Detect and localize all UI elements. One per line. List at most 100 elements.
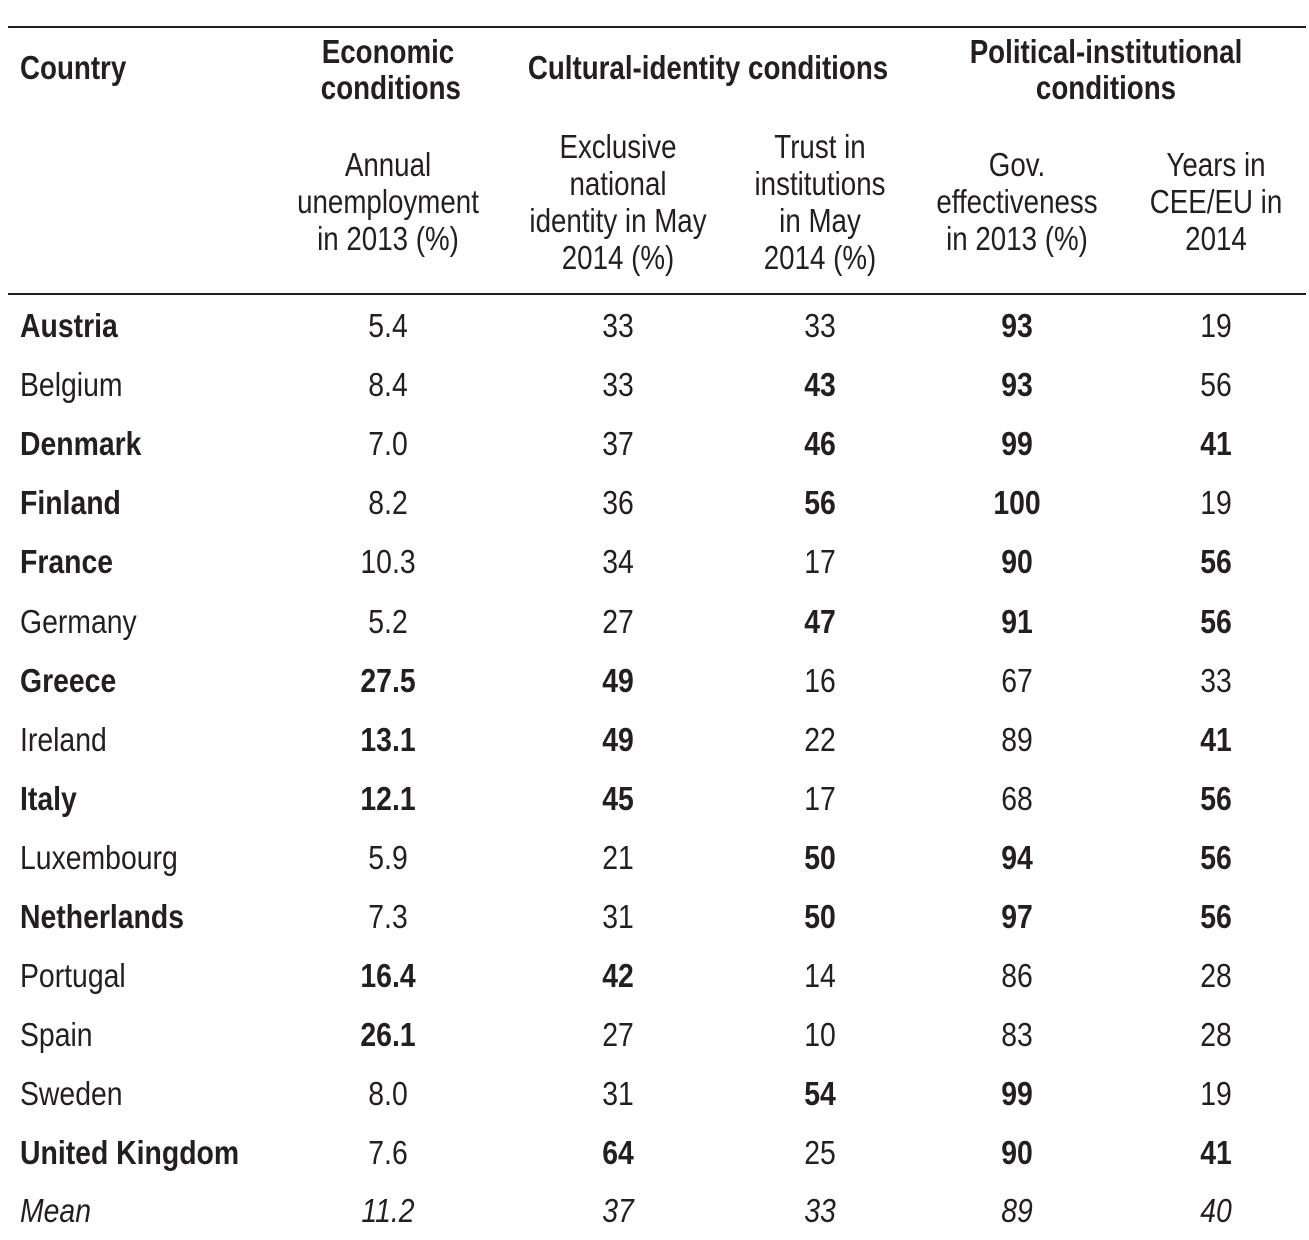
cell-years-eu: 56 bbox=[1200, 898, 1232, 935]
column-header-trust: Trust in institutions in May 2014 (%) bbox=[754, 128, 886, 276]
column-header-national-identity: Exclusive national identity in May 2014 (%) bbox=[529, 128, 707, 276]
cell-country: Ireland bbox=[20, 720, 107, 758]
cell-gov-effectiveness: 97 bbox=[1001, 898, 1033, 935]
column-header-country: Country bbox=[20, 49, 127, 86]
table-row: Italy 12.1 45 17 68 56 bbox=[8, 769, 1306, 828]
table-top-rule bbox=[8, 26, 1306, 28]
cell-country: Denmark bbox=[20, 425, 142, 463]
cell-unemployment: 27.5 bbox=[360, 661, 416, 699]
cell-country: Greece bbox=[20, 661, 117, 699]
cell-national-identity: 21 bbox=[602, 838, 634, 876]
cell-years-eu: 19 bbox=[1200, 1075, 1232, 1113]
cell-years-eu: 41 bbox=[1200, 1134, 1232, 1172]
group-header-political: Political-institutional conditions bbox=[969, 33, 1243, 106]
cell-trust: 47 bbox=[804, 602, 836, 640]
cell-trust: 33 bbox=[804, 307, 836, 344]
cell-trust: 22 bbox=[804, 720, 836, 758]
cell-unemployment: 8.2 bbox=[368, 484, 408, 522]
cell-national-identity: 45 bbox=[602, 779, 634, 817]
cell-trust: 56 bbox=[804, 484, 836, 522]
cell-years-eu: 56 bbox=[1200, 602, 1232, 640]
cell-country: Belgium bbox=[20, 366, 123, 404]
cell-trust: 16 bbox=[804, 661, 836, 699]
cell-trust: 10 bbox=[804, 1016, 836, 1054]
table-row: Ireland 13.1 49 22 89 41 bbox=[8, 710, 1306, 769]
cell-gov-effectiveness: 83 bbox=[1001, 1016, 1033, 1054]
cell-unemployment: 13.1 bbox=[360, 720, 416, 758]
table-row: Finland 8.2 36 56 100 19 bbox=[8, 473, 1306, 532]
cell-national-identity: 27 bbox=[602, 1016, 634, 1054]
cell-unemployment: 8.0 bbox=[368, 1075, 408, 1113]
cell-trust: 50 bbox=[804, 898, 836, 935]
cell-years-eu: 28 bbox=[1200, 1016, 1232, 1054]
cell-gov-effectiveness: 68 bbox=[1001, 779, 1033, 817]
cell-years-eu: 56 bbox=[1200, 838, 1232, 876]
cell-country: Luxembourg bbox=[20, 838, 178, 876]
cell-years-eu: 56 bbox=[1200, 543, 1232, 581]
cell-national-identity: 33 bbox=[602, 307, 634, 344]
cell-gov-effectiveness: 67 bbox=[1001, 661, 1033, 699]
cell-mean-national-identity: 37 bbox=[602, 1191, 634, 1229]
cell-gov-effectiveness: 90 bbox=[1001, 543, 1033, 581]
cell-unemployment: 7.3 bbox=[368, 898, 408, 935]
cell-country: Portugal bbox=[20, 957, 126, 995]
cell-unemployment: 12.1 bbox=[360, 779, 416, 817]
cell-gov-effectiveness: 93 bbox=[1001, 307, 1033, 344]
cell-gov-effectiveness: 100 bbox=[993, 484, 1041, 522]
cell-gov-effectiveness: 99 bbox=[1001, 425, 1033, 463]
cell-trust: 54 bbox=[804, 1075, 836, 1113]
cell-unemployment: 5.4 bbox=[368, 307, 408, 344]
cell-gov-effectiveness: 91 bbox=[1001, 602, 1033, 640]
cell-unemployment: 7.6 bbox=[368, 1134, 408, 1172]
column-header-unemployment: Annual unemployment in 2013 (%) bbox=[297, 146, 479, 257]
cell-country: Italy bbox=[20, 779, 77, 817]
table-row: United Kingdom 7.6 64 25 90 41 bbox=[8, 1123, 1306, 1182]
cell-national-identity: 37 bbox=[602, 425, 634, 463]
cell-country: France bbox=[20, 543, 114, 581]
column-header-gov-effectiveness: Gov. effectiveness in 2013 (%) bbox=[936, 146, 1098, 257]
column-header-years-eu: Years in CEE/EU in 2014 bbox=[1149, 146, 1283, 257]
cell-trust: 50 bbox=[804, 838, 836, 876]
cell-trust: 17 bbox=[804, 543, 836, 581]
cell-mean-unemployment: 11.2 bbox=[361, 1191, 415, 1229]
cell-years-eu: 19 bbox=[1200, 307, 1232, 344]
cell-national-identity: 36 bbox=[602, 484, 634, 522]
cell-national-identity: 42 bbox=[602, 957, 634, 995]
cell-unemployment: 16.4 bbox=[360, 957, 416, 995]
cell-country: Netherlands bbox=[20, 898, 185, 935]
table-row: Netherlands 7.3 31 50 97 56 bbox=[8, 887, 1306, 946]
cell-national-identity: 27 bbox=[602, 602, 634, 640]
cell-unemployment: 5.9 bbox=[368, 838, 408, 876]
cell-trust: 17 bbox=[804, 779, 836, 817]
cell-national-identity: 34 bbox=[602, 543, 634, 581]
cell-national-identity: 33 bbox=[602, 366, 634, 404]
cell-unemployment: 7.0 bbox=[368, 425, 408, 463]
mean-row: Mean 11.2 37 33 89 40 bbox=[8, 1181, 1306, 1240]
table-row: Greece 27.5 49 16 67 33 bbox=[8, 651, 1306, 710]
table-row: France 10.3 34 17 90 56 bbox=[8, 532, 1306, 591]
table-row: Denmark 7.0 37 46 99 41 bbox=[8, 414, 1306, 473]
cell-years-eu: 56 bbox=[1200, 779, 1232, 817]
cell-years-eu: 41 bbox=[1200, 425, 1232, 463]
cell-country: Germany bbox=[20, 602, 137, 640]
cell-trust: 14 bbox=[804, 957, 836, 995]
group-header-economic: Economic conditions bbox=[320, 33, 461, 106]
cell-years-eu: 56 bbox=[1200, 366, 1232, 404]
cell-trust: 43 bbox=[804, 366, 836, 404]
cell-country: Spain bbox=[20, 1016, 93, 1054]
cell-country: Finland bbox=[20, 484, 121, 522]
cell-years-eu: 41 bbox=[1200, 720, 1232, 758]
cell-gov-effectiveness: 99 bbox=[1001, 1075, 1033, 1113]
cell-gov-effectiveness: 89 bbox=[1001, 720, 1033, 758]
table-row: Spain 26.1 27 10 83 28 bbox=[8, 1005, 1306, 1064]
cell-national-identity: 64 bbox=[602, 1134, 634, 1172]
cell-national-identity: 49 bbox=[602, 720, 634, 758]
table-row: Sweden 8.0 31 54 99 19 bbox=[8, 1064, 1306, 1123]
cell-years-eu: 28 bbox=[1200, 957, 1232, 995]
cell-years-eu: 33 bbox=[1200, 661, 1232, 699]
cell-gov-effectiveness: 90 bbox=[1001, 1134, 1033, 1172]
cell-mean-years-eu: 40 bbox=[1200, 1191, 1232, 1229]
cell-trust: 25 bbox=[804, 1134, 836, 1172]
table-row: Austria 5.4 33 33 93 19 bbox=[8, 296, 1306, 355]
cell-national-identity: 31 bbox=[602, 1075, 634, 1113]
